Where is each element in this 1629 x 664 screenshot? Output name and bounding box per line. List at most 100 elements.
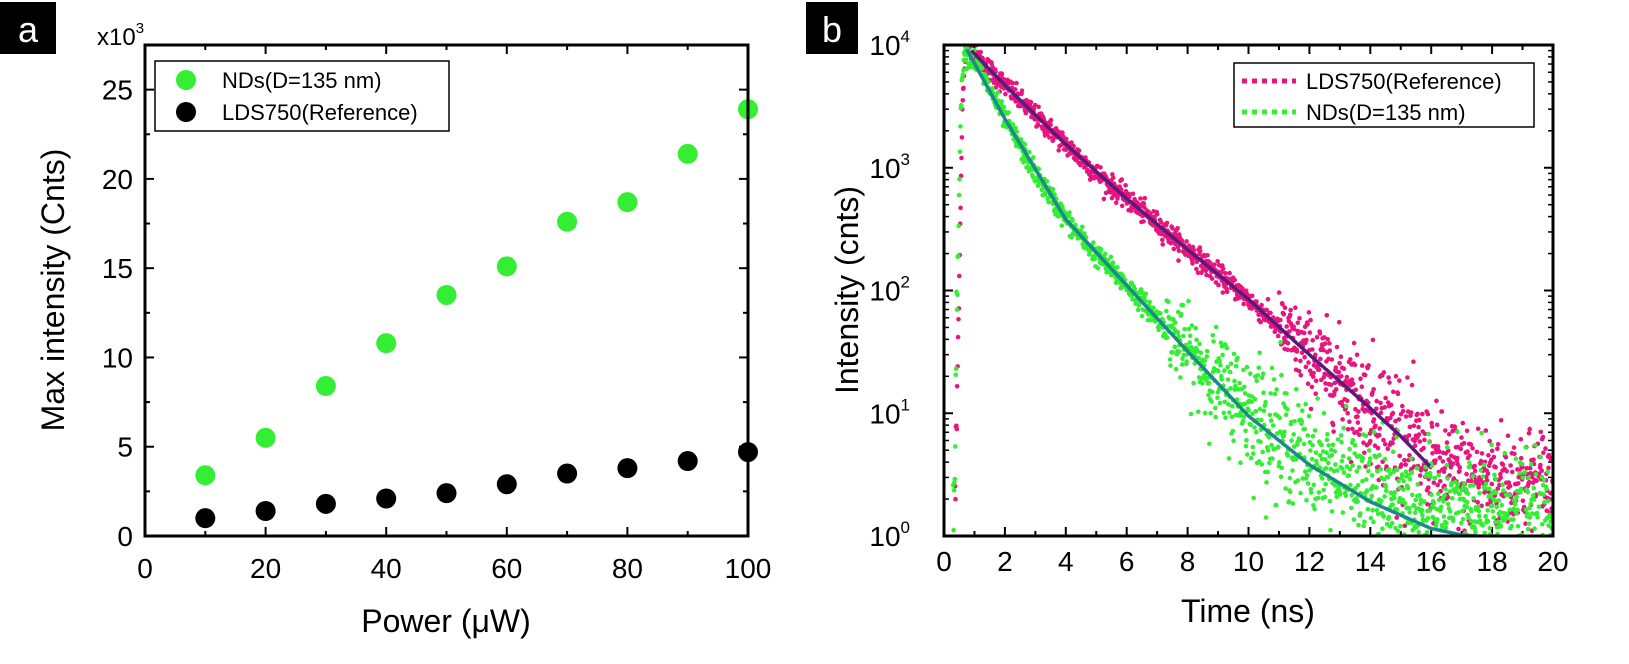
point-nds-b bbox=[1206, 380, 1212, 386]
point-nds-b bbox=[1231, 438, 1236, 444]
point-nds-b bbox=[1526, 521, 1532, 527]
point-nds-b bbox=[1527, 515, 1533, 520]
point-nds-b bbox=[1438, 508, 1443, 513]
point-lds-a bbox=[315, 493, 336, 514]
point-lds-b bbox=[1113, 200, 1119, 205]
point-nds-b bbox=[1467, 460, 1472, 466]
point-nds-b bbox=[1542, 499, 1547, 505]
point-nds-b bbox=[1184, 359, 1189, 364]
point-nds-b bbox=[1343, 403, 1349, 409]
point-lds-b bbox=[1500, 462, 1506, 467]
point-lds-b bbox=[1299, 350, 1305, 356]
point-lds-b bbox=[1238, 295, 1243, 300]
point-nds-b bbox=[1285, 453, 1291, 458]
point-lds-b bbox=[1531, 457, 1536, 463]
point-lds-b bbox=[1302, 354, 1307, 360]
point-nds-b bbox=[1276, 444, 1281, 450]
point-nds-b bbox=[1480, 474, 1486, 479]
point-nds-b bbox=[1219, 377, 1224, 382]
point-nds-b bbox=[1238, 460, 1243, 466]
point-nds-b bbox=[1523, 553, 1528, 558]
point-nds-b bbox=[1193, 325, 1198, 331]
point-nds-b bbox=[1382, 456, 1388, 462]
point-nds-b bbox=[1533, 471, 1539, 477]
point-lds-b bbox=[1464, 471, 1469, 477]
point-lds-b bbox=[1343, 378, 1348, 384]
point-nds-b bbox=[1255, 373, 1261, 378]
point-nds-b bbox=[960, 72, 966, 77]
point-nds-b bbox=[1527, 505, 1532, 511]
point-lds-b bbox=[1430, 451, 1435, 456]
point-lds-b bbox=[1431, 480, 1437, 486]
x-axis-title-b: Time (ns) bbox=[1181, 593, 1315, 629]
point-lds-b bbox=[1164, 220, 1170, 226]
point-nds-b bbox=[1487, 486, 1492, 492]
point-lds-b bbox=[1483, 428, 1489, 433]
point-lds-b bbox=[1523, 521, 1528, 526]
point-lds-b bbox=[1520, 465, 1525, 470]
point-lds-b bbox=[1243, 288, 1249, 294]
point-nds-b bbox=[1443, 486, 1448, 492]
point-lds-b bbox=[1195, 270, 1201, 276]
point-nds-b bbox=[1502, 450, 1508, 456]
x-tick-label-b: 20 bbox=[1537, 546, 1568, 577]
point-nds-b bbox=[1248, 422, 1253, 428]
point-nds-b bbox=[1419, 508, 1425, 513]
point-lds-b bbox=[956, 317, 961, 322]
point-lds-b bbox=[1450, 461, 1456, 466]
point-nds-b bbox=[1335, 437, 1341, 442]
point-lds-b bbox=[1340, 417, 1345, 422]
point-nds-b bbox=[1187, 333, 1193, 339]
point-nds-b bbox=[1370, 507, 1375, 513]
point-nds-b bbox=[1535, 514, 1540, 520]
point-nds-b bbox=[1257, 350, 1262, 356]
point-lds-b bbox=[1110, 172, 1115, 177]
point-nds-b bbox=[953, 366, 959, 372]
point-lds-b bbox=[1411, 423, 1417, 429]
point-lds-b bbox=[1495, 486, 1501, 491]
point-nds-b bbox=[1334, 494, 1340, 500]
point-nds-b bbox=[1444, 463, 1450, 468]
point-nds-b bbox=[1240, 418, 1246, 424]
point-nds-b bbox=[1469, 508, 1474, 514]
point-nds-b bbox=[1525, 511, 1530, 516]
point-nds-b bbox=[1514, 494, 1519, 500]
point-lds-b bbox=[1426, 485, 1431, 490]
point-lds-b bbox=[1465, 449, 1470, 454]
point-lds-b bbox=[1123, 189, 1129, 194]
point-lds-b bbox=[1459, 435, 1464, 440]
point-lds-b bbox=[1506, 480, 1512, 485]
x-tick-label-b: 6 bbox=[1119, 546, 1135, 577]
point-nds-b bbox=[1316, 541, 1321, 546]
point-lds-b bbox=[1527, 479, 1532, 485]
point-nds-b bbox=[963, 57, 969, 63]
point-nds-b bbox=[1473, 530, 1478, 535]
point-nds-b bbox=[1259, 462, 1265, 467]
point-nds-b bbox=[1328, 466, 1334, 472]
point-nds-b bbox=[1338, 433, 1344, 438]
panel-label-b-box bbox=[806, 2, 858, 54]
point-nds-b bbox=[1530, 571, 1535, 576]
point-lds-b bbox=[1486, 453, 1491, 458]
point-nds-b bbox=[1438, 504, 1444, 510]
point-lds-b bbox=[1265, 296, 1271, 302]
point-lds-b bbox=[1443, 428, 1448, 433]
point-nds-b bbox=[1303, 469, 1308, 474]
point-lds-b bbox=[1308, 406, 1314, 412]
point-nds-b bbox=[1098, 246, 1104, 252]
point-lds-b bbox=[1259, 302, 1264, 308]
point-nds-b bbox=[1382, 494, 1387, 499]
point-lds-b bbox=[1309, 384, 1315, 390]
legend-marker-lds-a bbox=[176, 102, 196, 122]
point-lds-b bbox=[1298, 358, 1303, 364]
fit-curve-nds-b bbox=[965, 48, 1491, 536]
point-nds-b bbox=[1416, 529, 1421, 535]
point-nds-b bbox=[1513, 498, 1518, 504]
point-nds-b bbox=[1398, 523, 1403, 529]
point-nds-b bbox=[1349, 492, 1354, 498]
point-nds-b bbox=[1312, 506, 1317, 512]
point-lds-b bbox=[1375, 445, 1381, 451]
point-lds-b bbox=[1416, 424, 1421, 430]
point-nds-b bbox=[1189, 323, 1195, 328]
point-nds-b bbox=[1213, 414, 1218, 420]
